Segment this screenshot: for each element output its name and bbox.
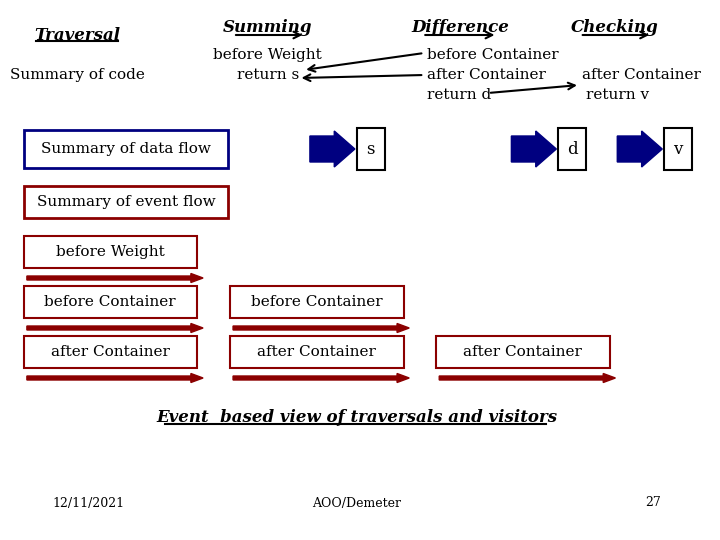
FancyBboxPatch shape xyxy=(24,186,228,218)
Text: d: d xyxy=(567,140,577,158)
Text: after Container: after Container xyxy=(463,345,582,359)
Text: 27: 27 xyxy=(646,496,662,510)
Text: return s: return s xyxy=(237,68,299,82)
FancyBboxPatch shape xyxy=(230,286,404,318)
Text: Event  based view of traversals and visitors: Event based view of traversals and visit… xyxy=(156,409,557,427)
Text: 12/11/2021: 12/11/2021 xyxy=(52,496,125,510)
Text: after Container: after Container xyxy=(427,68,546,82)
FancyArrow shape xyxy=(617,131,662,167)
FancyBboxPatch shape xyxy=(24,286,197,318)
FancyArrow shape xyxy=(310,131,355,167)
Text: before Weight: before Weight xyxy=(213,48,322,62)
Text: Checking: Checking xyxy=(570,19,658,37)
FancyBboxPatch shape xyxy=(356,128,385,170)
FancyBboxPatch shape xyxy=(24,130,228,168)
FancyBboxPatch shape xyxy=(24,336,197,368)
Text: Traversal: Traversal xyxy=(35,26,120,44)
FancyArrow shape xyxy=(439,374,616,382)
Text: Summary of code: Summary of code xyxy=(10,68,145,82)
FancyBboxPatch shape xyxy=(230,336,404,368)
FancyArrow shape xyxy=(27,323,203,333)
Text: before Weight: before Weight xyxy=(56,245,165,259)
Text: before Container: before Container xyxy=(45,295,176,309)
Text: s: s xyxy=(366,140,375,158)
Text: before Container: before Container xyxy=(251,295,382,309)
Text: after Container: after Container xyxy=(51,345,170,359)
Text: Summing: Summing xyxy=(223,19,312,37)
Text: AOO/Demeter: AOO/Demeter xyxy=(312,496,401,510)
Text: after Container: after Container xyxy=(582,68,701,82)
Text: before Container: before Container xyxy=(427,48,559,62)
FancyBboxPatch shape xyxy=(664,128,692,170)
FancyArrow shape xyxy=(27,273,203,282)
FancyArrow shape xyxy=(511,131,557,167)
Text: return d: return d xyxy=(427,88,491,102)
FancyBboxPatch shape xyxy=(558,128,586,170)
Text: Summary of event flow: Summary of event flow xyxy=(37,195,215,209)
FancyArrow shape xyxy=(233,374,409,382)
Text: Difference: Difference xyxy=(411,19,509,37)
Text: return v: return v xyxy=(586,88,649,102)
FancyBboxPatch shape xyxy=(436,336,610,368)
FancyArrow shape xyxy=(27,374,203,382)
Text: Summary of data flow: Summary of data flow xyxy=(41,142,211,156)
FancyArrow shape xyxy=(233,323,409,333)
Text: after Container: after Container xyxy=(257,345,376,359)
Text: v: v xyxy=(673,140,683,158)
FancyBboxPatch shape xyxy=(24,236,197,268)
